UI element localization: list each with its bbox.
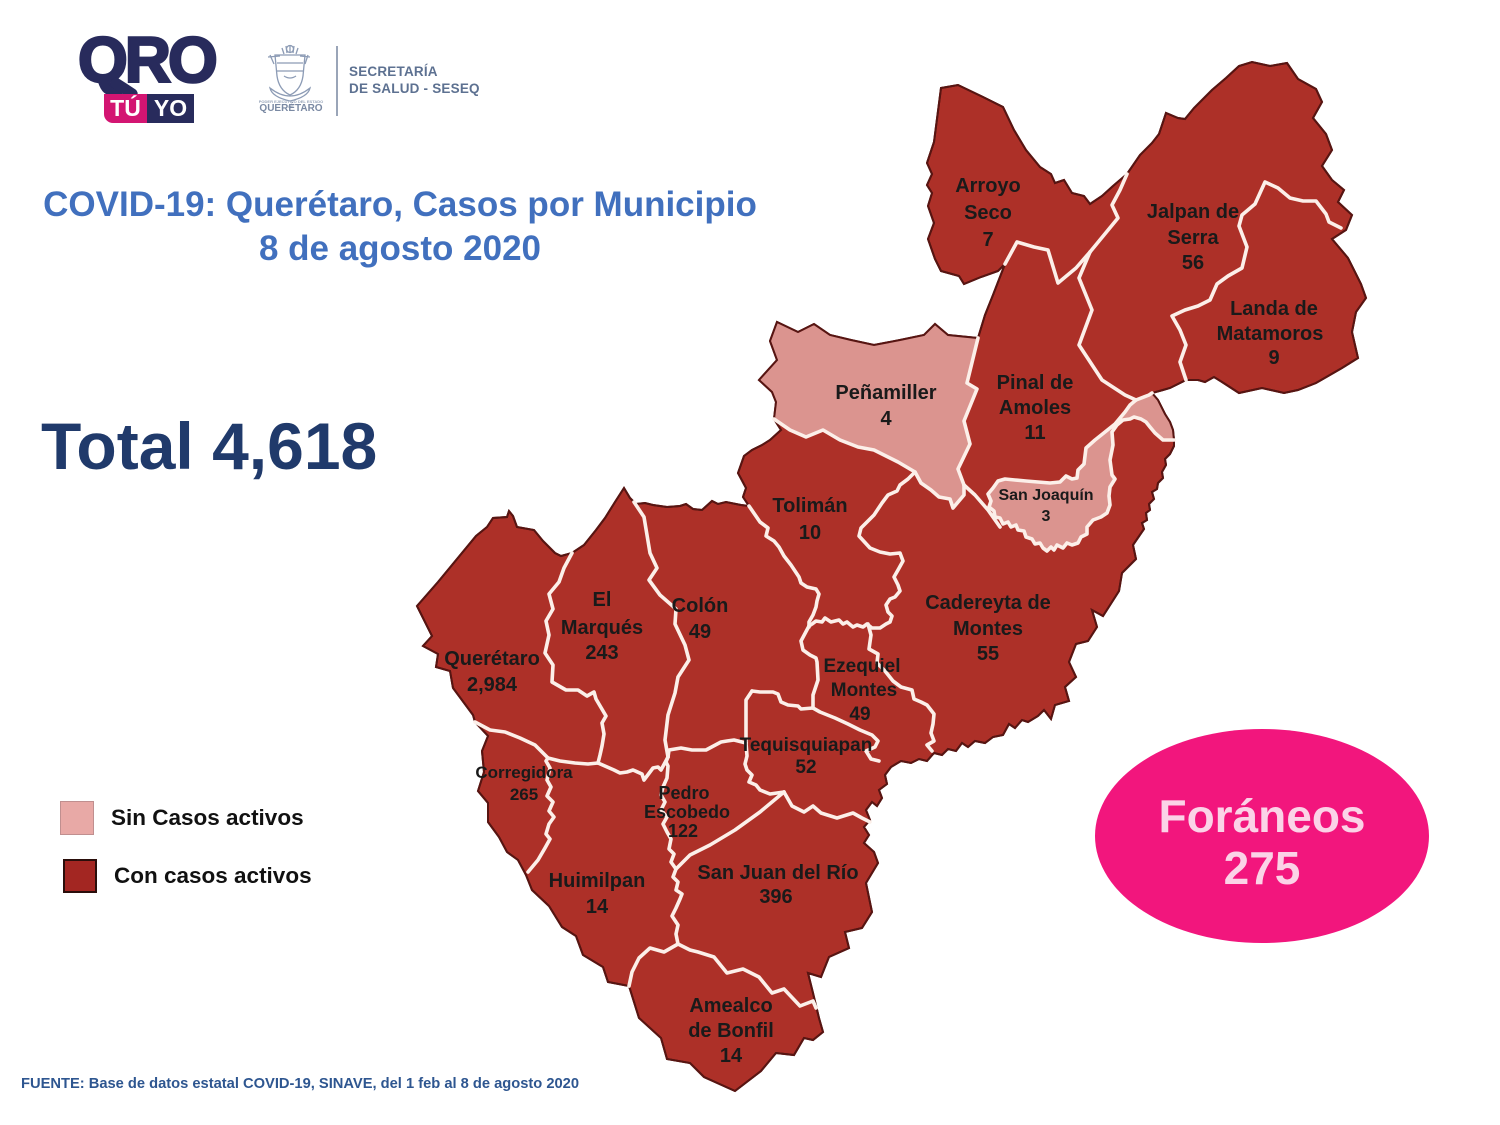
svg-text:14: 14	[720, 1045, 743, 1067]
svg-text:Huimilpan: Huimilpan	[549, 870, 646, 892]
svg-text:El: El	[593, 589, 612, 611]
svg-text:122: 122	[668, 821, 698, 841]
svg-text:49: 49	[849, 704, 870, 725]
svg-text:52: 52	[795, 757, 816, 778]
svg-text:55: 55	[977, 643, 999, 665]
svg-text:9: 9	[1268, 347, 1279, 369]
svg-text:Peñamiller: Peñamiller	[835, 382, 936, 404]
svg-text:Landa de: Landa de	[1230, 298, 1318, 320]
svg-text:4: 4	[880, 408, 892, 430]
svg-text:San Joaquín: San Joaquín	[998, 487, 1093, 504]
svg-text:Tolimán: Tolimán	[772, 495, 847, 517]
svg-text:396: 396	[759, 886, 792, 908]
svg-text:Querétaro: Querétaro	[444, 648, 540, 670]
svg-text:Pinal de: Pinal de	[997, 372, 1074, 394]
svg-text:Amoles: Amoles	[999, 397, 1071, 419]
svg-text:Matamoros: Matamoros	[1217, 323, 1324, 345]
svg-text:2,984: 2,984	[467, 674, 518, 696]
svg-text:Cadereyta de: Cadereyta de	[925, 592, 1051, 614]
svg-text:7: 7	[982, 229, 993, 251]
svg-text:265: 265	[510, 785, 538, 804]
svg-text:Jalpan de: Jalpan de	[1147, 201, 1239, 223]
svg-text:Ezequiel: Ezequiel	[823, 656, 900, 677]
svg-text:Amealco: Amealco	[689, 995, 772, 1017]
svg-text:11: 11	[1024, 422, 1045, 444]
svg-text:14: 14	[586, 896, 609, 918]
svg-text:3: 3	[1042, 508, 1051, 525]
svg-text:10: 10	[799, 522, 821, 544]
svg-text:Seco: Seco	[964, 202, 1012, 224]
svg-text:Escobedo: Escobedo	[644, 802, 730, 822]
svg-text:Montes: Montes	[831, 680, 898, 701]
svg-text:Pedro: Pedro	[658, 783, 709, 803]
svg-text:Corregidora: Corregidora	[475, 763, 573, 782]
svg-text:Montes: Montes	[953, 618, 1023, 640]
svg-text:San Juan del Río: San Juan del Río	[697, 862, 858, 884]
svg-text:56: 56	[1182, 252, 1204, 274]
svg-text:Serra: Serra	[1167, 227, 1219, 249]
svg-text:Colón: Colón	[672, 595, 729, 617]
svg-text:243: 243	[585, 642, 618, 664]
svg-text:Tequisquiapan: Tequisquiapan	[740, 735, 873, 756]
svg-text:49: 49	[689, 621, 711, 643]
svg-text:Arroyo: Arroyo	[955, 175, 1021, 197]
svg-text:de Bonfil: de Bonfil	[688, 1020, 774, 1042]
svg-text:Marqués: Marqués	[561, 617, 643, 639]
